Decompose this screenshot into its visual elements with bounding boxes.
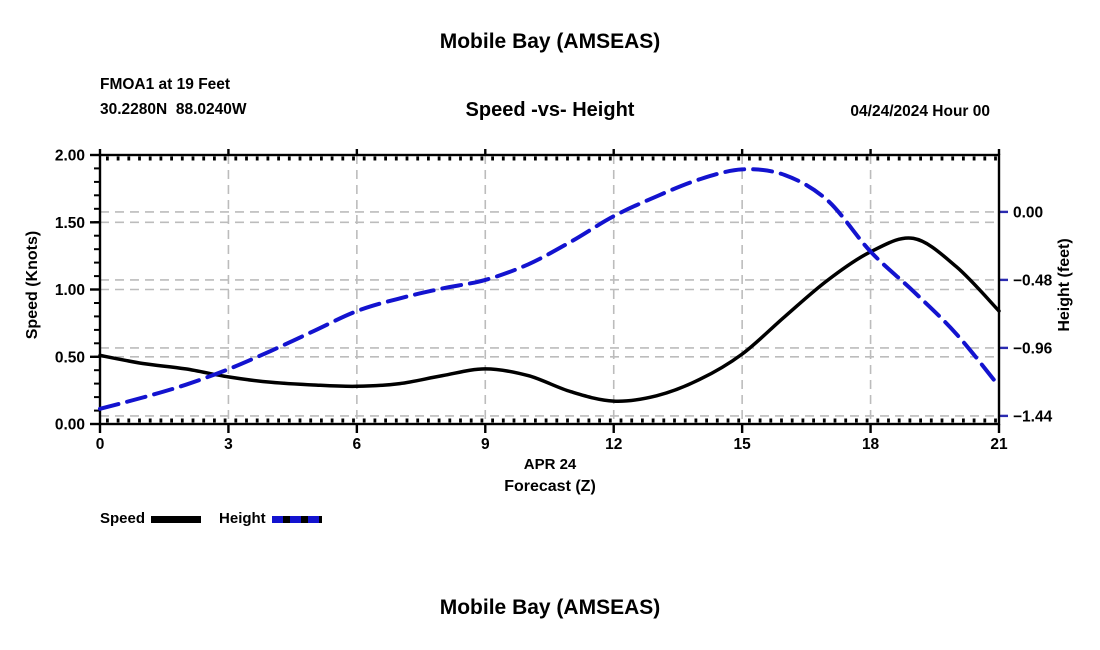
svg-text:−1.44: −1.44 [1013,408,1053,425]
svg-text:21: 21 [990,436,1008,453]
x-axis-label-forecast: Forecast (Z) [504,478,596,495]
x-axis-label-date: APR 24 [523,456,577,473]
coordinates-label: 30.2280N 88.0240W [100,101,247,118]
svg-text:−0.48: −0.48 [1013,272,1053,289]
svg-text:0.00: 0.00 [55,417,85,434]
height-line-swatch [271,515,322,523]
svg-text:0.00: 0.00 [1013,204,1043,221]
svg-text:0.50: 0.50 [55,349,85,366]
svg-text:15: 15 [734,436,752,453]
speed-line-swatch [151,515,202,523]
legend-label-height: Height [219,510,266,527]
datetime-label: 04/24/2024 Hour 00 [850,103,990,120]
svg-text:9: 9 [481,436,490,453]
svg-text:3: 3 [224,436,233,453]
svg-text:1.50: 1.50 [55,215,85,232]
svg-text:−0.96: −0.96 [1013,340,1053,357]
footer-title: Mobile Bay (AMSEAS) [439,596,661,619]
legend: Speed Height [100,508,322,530]
left-axis-title: Speed (Knots) [24,230,41,340]
svg-text:18: 18 [862,436,880,453]
legend-label-speed: Speed [100,510,146,527]
right-axis-title: Height (feet) [1056,238,1073,332]
svg-text:2.00: 2.00 [55,148,85,165]
page-title: Mobile Bay (AMSEAS) [439,30,661,53]
station-label: FMOA1 at 19 Feet [100,76,231,93]
svg-text:1.00: 1.00 [55,282,85,299]
svg-text:12: 12 [605,436,622,453]
svg-text:6: 6 [353,436,362,453]
svg-text:0: 0 [96,436,105,453]
chart-subtitle: Speed -vs- Height [465,99,635,121]
